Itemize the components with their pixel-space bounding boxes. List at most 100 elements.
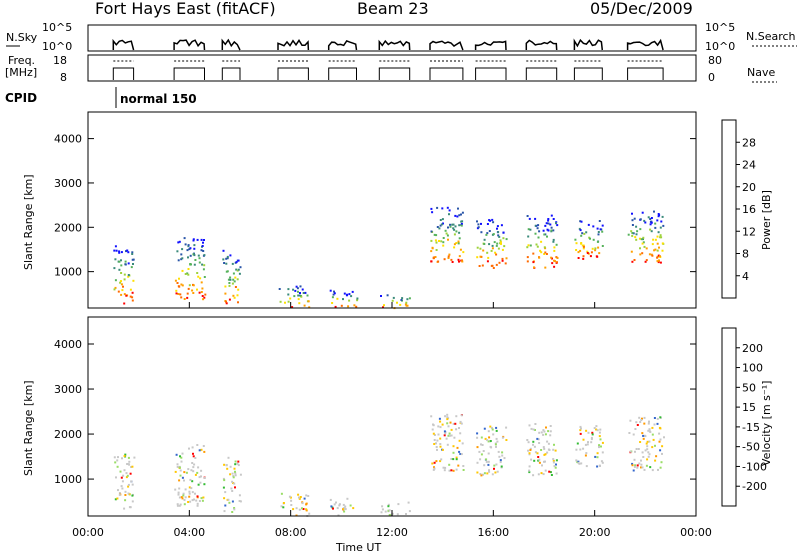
power-mark [488, 243, 491, 246]
power-mark [294, 289, 297, 292]
velocity-mark [234, 470, 236, 473]
power-mark [231, 262, 234, 265]
velocity-mark [553, 443, 555, 446]
velocity-mark [431, 428, 434, 431]
power-mark [201, 295, 204, 297]
velocity-mark [641, 451, 644, 454]
nsky-trace [173, 39, 206, 51]
power-mark [574, 238, 577, 241]
power-mark [118, 250, 121, 253]
power-mark [578, 227, 581, 230]
nave-tick-high: 80 [708, 54, 722, 67]
power-mark [187, 244, 190, 247]
velocity-mark [433, 461, 436, 464]
velocity-mark [231, 472, 234, 475]
velocity-mark [579, 448, 582, 451]
power-mark [236, 278, 239, 281]
velocity-mark [575, 448, 578, 451]
velocity-mark [441, 423, 444, 426]
power-mark [123, 278, 126, 281]
power-mark [180, 253, 183, 256]
power-mark [120, 251, 123, 254]
power-mark [649, 218, 652, 220]
velocity-mark [580, 462, 583, 465]
velocity-mark [337, 514, 340, 517]
power-mark [224, 292, 227, 295]
velocity-mark [232, 476, 235, 479]
power-mark [181, 248, 184, 251]
power-mark [194, 259, 197, 261]
velocity-mark [500, 465, 503, 468]
velocity-mark [596, 465, 599, 468]
power-mark [492, 221, 495, 224]
cpid-value: normal 150 [120, 92, 197, 106]
velocity-mark [123, 469, 126, 472]
power-mark [200, 291, 203, 293]
power-mark [550, 214, 553, 217]
power-mark [351, 290, 354, 293]
velocity-mark [476, 432, 479, 435]
power-mark [125, 250, 127, 253]
velocity-mark [496, 470, 499, 473]
power-mark [356, 299, 359, 302]
power-mark [656, 235, 659, 238]
velocity-mark [116, 465, 119, 468]
power-mark [454, 225, 457, 228]
velocity-mark [641, 432, 644, 435]
power-mark [120, 264, 123, 267]
freq-trace [475, 67, 507, 80]
velocity-mark [455, 428, 458, 431]
velocity-mark [234, 472, 237, 475]
velocity-mark [628, 432, 631, 434]
velocity-mark [540, 431, 543, 434]
power-mark [204, 293, 207, 296]
velocity-mark [439, 437, 442, 440]
nsearch-tick-low: 10^0 [705, 40, 735, 53]
velocity-mark [450, 458, 453, 460]
power-mark [201, 263, 204, 266]
power-mark [232, 272, 235, 275]
velocity-mark [492, 433, 495, 436]
velocity-mark [545, 426, 547, 429]
power-mark [453, 233, 456, 236]
power-mark [132, 258, 135, 261]
velocity-mark [223, 463, 226, 466]
power-mark [649, 223, 652, 226]
velocity-mark [187, 468, 190, 471]
power-mark [127, 251, 130, 254]
power-mark [436, 206, 439, 209]
power-mark [633, 217, 636, 220]
power-mark [638, 237, 641, 240]
velocity-mark [544, 433, 547, 436]
velocity-mark [576, 442, 579, 445]
power-mark [497, 234, 500, 237]
velocity-mark [648, 440, 651, 443]
power-mark [308, 306, 311, 309]
power-mark [302, 292, 305, 294]
velocity-mark [486, 472, 489, 475]
power-mark [535, 243, 538, 246]
power-mark [589, 237, 591, 240]
velocity-mark [480, 443, 482, 446]
velocity-mark [128, 460, 131, 463]
velocity-mark [194, 492, 196, 495]
power-mark [650, 217, 653, 219]
velocity-mark [487, 452, 490, 455]
freq-trace [112, 67, 135, 80]
velocity-mark [489, 425, 492, 428]
power-mark [653, 249, 656, 252]
power-mark [178, 277, 180, 280]
velocity-mark [124, 490, 127, 493]
power-mark [476, 220, 478, 223]
power-mark [582, 247, 585, 250]
nsky-trace [525, 39, 558, 51]
velocity-mark [455, 456, 458, 459]
power-mark [486, 260, 489, 263]
velocity-mark [596, 429, 599, 432]
velocity-mark [544, 453, 547, 456]
velocity-colorbar-tick-label: -15 [742, 421, 760, 434]
power-mark [383, 304, 385, 307]
power-mark [502, 231, 505, 234]
power-mark [592, 225, 595, 228]
velocity-mark [538, 431, 541, 434]
